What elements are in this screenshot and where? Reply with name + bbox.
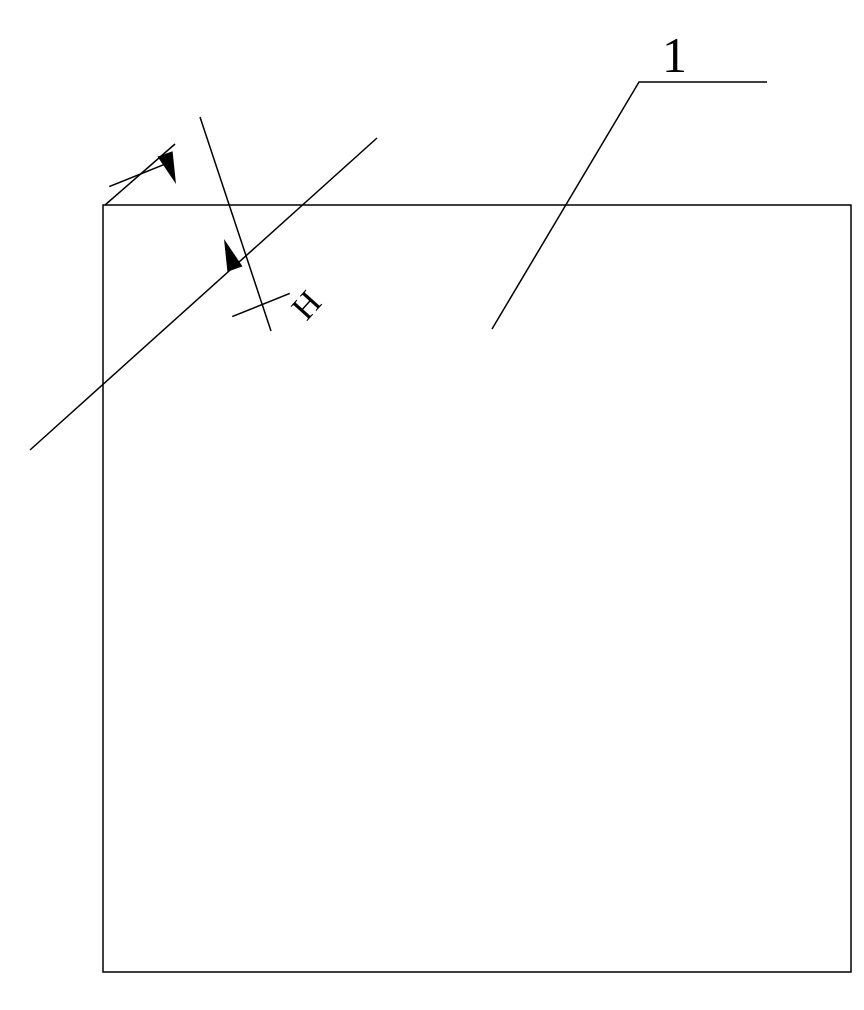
leader-label-1: 1 bbox=[662, 26, 687, 84]
diagram-svg bbox=[0, 0, 864, 1010]
